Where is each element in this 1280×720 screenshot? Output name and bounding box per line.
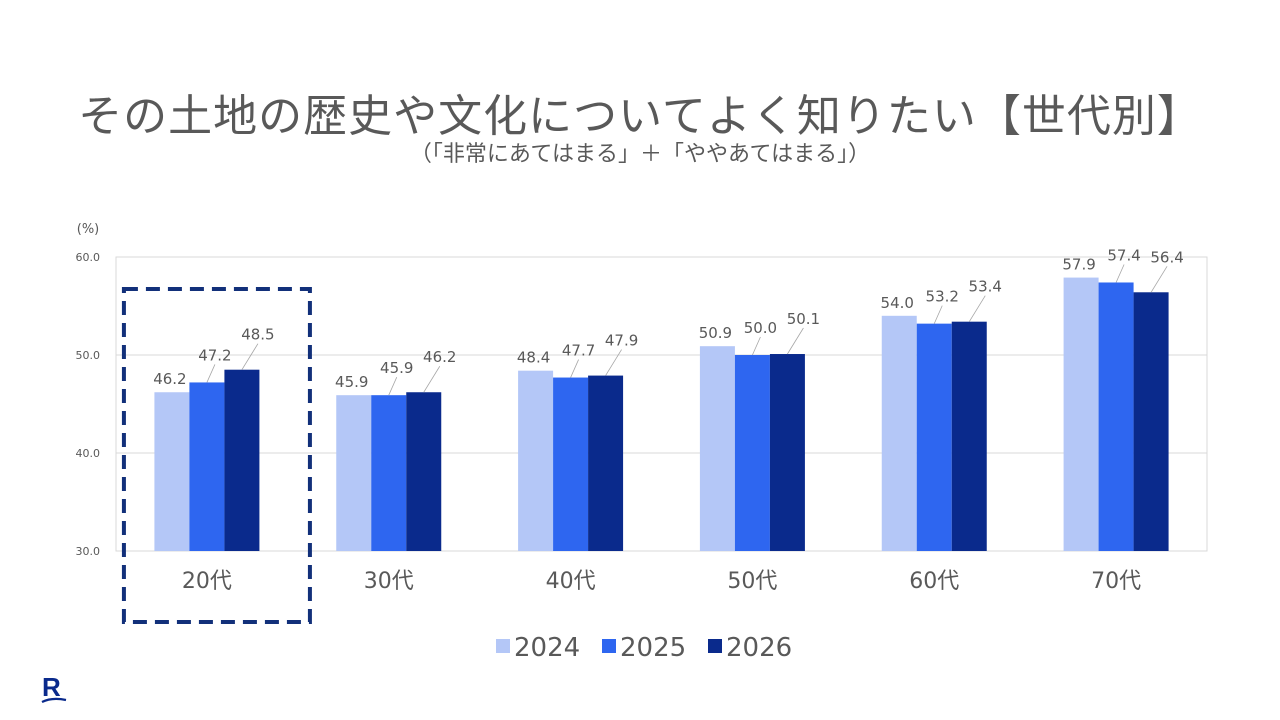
y-tick-label: 30.0: [76, 545, 101, 558]
legend-label-2026: 2026: [726, 633, 792, 663]
data-label: 50.0: [744, 319, 777, 337]
data-label-leader-line: [787, 327, 804, 355]
data-label-leader-line: [933, 305, 943, 324]
y-tick-label: 40.0: [76, 447, 101, 460]
data-label-leader-line: [1150, 266, 1168, 293]
x-category-label: 60代: [909, 569, 959, 594]
bar-2026: [588, 375, 624, 551]
bar-2024: [1063, 277, 1099, 551]
data-label-leader-line: [752, 336, 761, 356]
data-label: 47.9: [605, 332, 638, 350]
bar-2024: [518, 370, 554, 551]
brand-logo-letter: R: [42, 672, 61, 702]
data-label-leader-line: [570, 359, 579, 378]
legend-swatch-2026: [708, 639, 722, 653]
bar-2025: [916, 323, 952, 551]
bar-2026: [406, 392, 442, 551]
data-label-leader-line: [1115, 264, 1125, 283]
bar-2026: [769, 354, 805, 551]
x-category-label: 40代: [546, 569, 596, 594]
legend-label-2025: 2025: [620, 633, 686, 663]
x-category-label: 30代: [364, 569, 414, 594]
data-label-leader-line: [605, 349, 622, 376]
bar-2026: [1133, 292, 1169, 551]
data-label-leader-line: [968, 295, 986, 322]
legend-label-2024: 2024: [514, 633, 580, 663]
data-label: 48.4: [517, 349, 550, 367]
data-label: 53.2: [926, 288, 959, 306]
bar-2024: [881, 315, 917, 551]
bar-2024: [699, 346, 735, 551]
data-label: 47.2: [198, 346, 231, 364]
data-label: 57.4: [1107, 246, 1140, 264]
plot-area-frame: [115, 256, 1208, 552]
data-label-leader-line: [388, 377, 398, 396]
data-label: 56.4: [1150, 248, 1183, 266]
bar-2024: [154, 392, 190, 551]
chart-subtitle: （「非常にあてはまる」＋「ややあてはまる」）: [409, 142, 871, 167]
bar-2024: [336, 395, 372, 551]
data-label: 57.9: [1062, 256, 1095, 274]
data-label: 45.9: [335, 373, 368, 391]
data-label-leader-line: [241, 343, 259, 370]
bar-2026: [224, 369, 260, 551]
legend-swatch-2025: [602, 639, 616, 653]
y-tick-label: 50.0: [76, 349, 101, 362]
data-label: 48.5: [241, 326, 274, 344]
data-label: 50.9: [699, 324, 732, 342]
data-label: 54.0: [881, 294, 914, 312]
x-category-label: 70代: [1091, 569, 1141, 594]
legend-swatch-2024: [496, 639, 510, 653]
data-label: 50.1: [787, 310, 820, 328]
brand-logo-swoosh: [41, 697, 67, 703]
data-label: 45.9: [380, 359, 413, 377]
highlight-dashed-box: [121, 287, 312, 624]
x-category-label: 50代: [727, 569, 777, 594]
x-category-label: 20代: [182, 569, 232, 594]
y-tick-label: 60.0: [76, 251, 101, 264]
bar-2025: [553, 377, 589, 551]
data-label-leader-line: [423, 366, 441, 393]
brand-r-logo-icon: R: [41, 672, 67, 703]
data-label: 46.2: [423, 348, 456, 366]
bar-2025: [734, 355, 770, 551]
data-label-leader-line: [206, 364, 216, 383]
bar-2026: [951, 321, 987, 551]
data-label: 53.4: [969, 278, 1002, 296]
bar-2025: [1098, 282, 1134, 551]
chart-title: その土地の歴史や文化についてよく知りたい【世代別】: [78, 91, 1202, 142]
y-axis-unit-label: (%): [77, 222, 100, 237]
data-label: 46.2: [153, 370, 186, 388]
bar-2025: [189, 382, 225, 551]
bar-2025: [371, 395, 407, 551]
data-label: 47.7: [562, 342, 595, 360]
